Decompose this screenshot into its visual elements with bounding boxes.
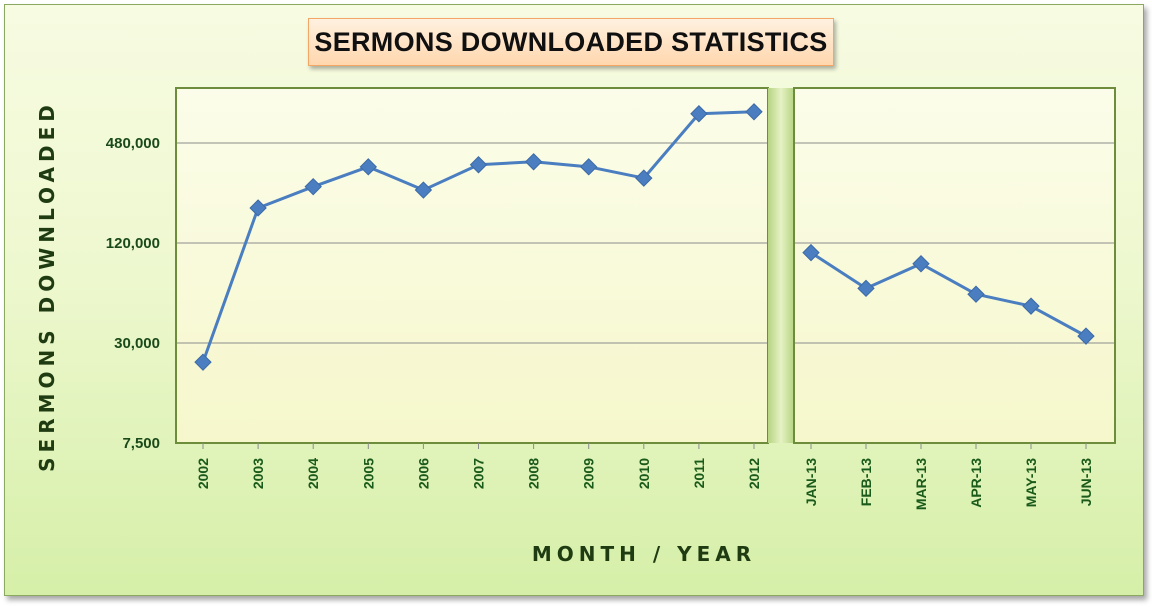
x-tick-label: 2010	[636, 458, 652, 489]
data-point-marker	[745, 103, 763, 121]
x-tick-label: MAR-13	[913, 458, 929, 510]
plot-areas	[175, 87, 1116, 444]
data-point-marker	[359, 158, 378, 176]
y-tick-label: 7,500	[122, 435, 160, 452]
y-tick-labels: 7,500 30,000 120,000 480,000	[106, 135, 160, 452]
data-point-marker	[1022, 297, 1040, 315]
x-tick-label: 2006	[415, 458, 431, 489]
x-tick-label: 2011	[691, 458, 707, 489]
data-point-marker	[967, 285, 985, 303]
x-tick-label: APR-13	[968, 458, 984, 508]
x-tick-label: 2003	[250, 458, 266, 489]
y-tick-label: 120,000	[106, 235, 160, 252]
data-point-marker	[524, 153, 543, 171]
data-series	[194, 103, 1095, 371]
data-point-marker	[579, 158, 598, 176]
y-tick-label: 30,000	[114, 335, 160, 352]
data-point-marker	[635, 169, 653, 187]
x-tick-label: JAN-13	[803, 458, 819, 506]
x-tick-label: MAY-13	[1023, 458, 1039, 508]
x-tick-label: FEB-13	[858, 458, 874, 506]
data-point-marker	[857, 279, 875, 298]
chart-title-box: SERMONS DOWNLOADED STATISTICS	[308, 18, 834, 66]
x-tick-label: 2004	[305, 458, 321, 489]
data-point-marker	[414, 181, 433, 199]
data-point-marker	[249, 199, 267, 217]
plot-gap	[768, 88, 794, 443]
data-point-marker	[690, 105, 708, 123]
x-tick-label: 2009	[581, 458, 597, 489]
plot-area-yearly	[175, 87, 769, 444]
data-point-marker	[304, 177, 322, 196]
gridlines	[177, 142, 1114, 344]
data-point-marker	[912, 255, 930, 273]
series-line-monthly	[810, 251, 1087, 338]
x-tick-label: JUN-13	[1078, 458, 1094, 506]
x-axis-title: MONTH / YEAR	[532, 542, 756, 566]
y-tick-label: 480,000	[106, 135, 160, 152]
data-point-marker	[469, 156, 488, 174]
chart-title: SERMONS DOWNLOADED STATISTICS	[314, 26, 828, 57]
data-point-marker	[802, 243, 820, 262]
x-tick-label: 2008	[526, 458, 542, 489]
plot-area-monthly	[793, 87, 1116, 444]
data-point-marker	[194, 353, 212, 371]
data-point-marker	[1077, 327, 1095, 345]
x-tick-label: 2002	[195, 458, 211, 489]
x-tick-label: 2012	[746, 458, 762, 489]
y-axis-title: SERMONS DOWNLOADED	[35, 100, 59, 472]
x-tick-labels: 2002 2003 2004 2005 2006 2007 2008 2009 2010 2011…	[195, 443, 1094, 510]
x-tick-label: 2005	[360, 458, 376, 489]
x-tick-label: 2007	[471, 458, 487, 489]
